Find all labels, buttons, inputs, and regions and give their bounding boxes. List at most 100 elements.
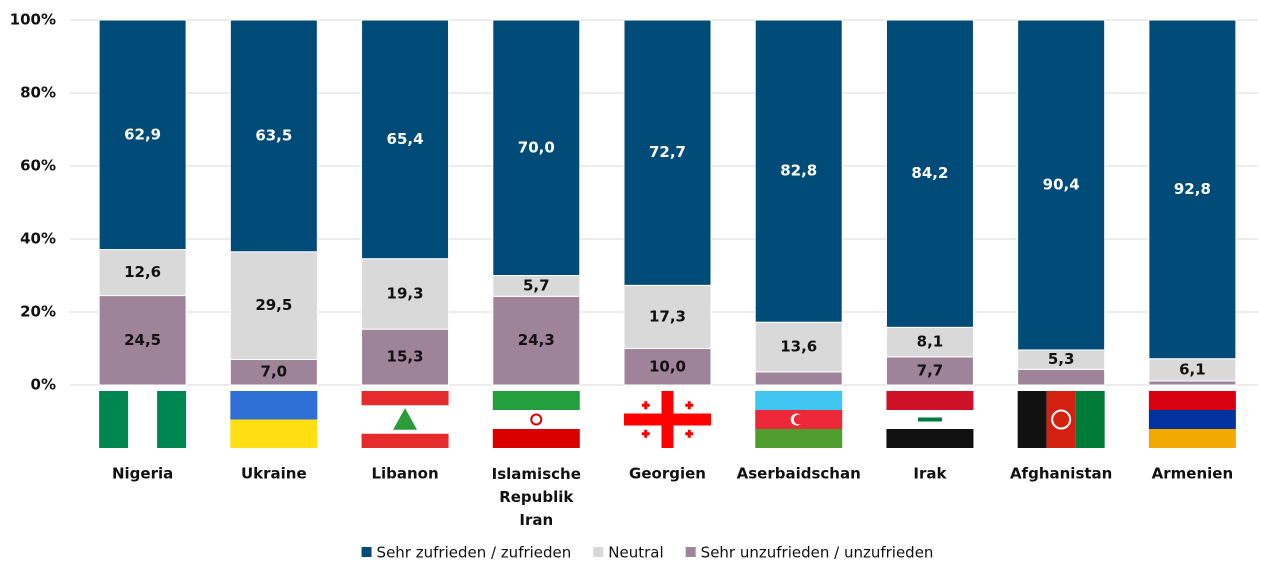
flag (1148, 391, 1236, 448)
bar-segment (1017, 368, 1106, 386)
data-label: 12,6 (124, 263, 161, 281)
flag-part (687, 429, 691, 438)
bar-segment (1017, 19, 1106, 351)
flag (230, 391, 318, 448)
x-tick-label: Afghanistan (1010, 465, 1112, 483)
bar-segment (492, 295, 581, 386)
legend-label: Sehr zufrieden / zufrieden (377, 544, 572, 562)
data-label: 17,3 (649, 307, 686, 325)
x-tick-label: Irak (913, 465, 947, 483)
data-label: 92,8 (1174, 180, 1211, 198)
flag-part (755, 429, 843, 448)
flag-part (230, 391, 318, 420)
flag-part (361, 391, 449, 406)
x-tick-label: Aserbaidschan (737, 465, 861, 483)
flag (886, 391, 974, 448)
legend: Sehr zufrieden / zufrieden Neutral Sehr un… (361, 544, 934, 562)
data-label: 6,1 (1179, 360, 1206, 378)
flag-part (644, 429, 648, 438)
flag-part (230, 419, 318, 448)
flag-part (687, 401, 691, 410)
flag-part (1046, 391, 1076, 448)
bar-segment (229, 19, 318, 253)
data-label: 70,0 (518, 138, 555, 156)
bar-segment (885, 326, 974, 358)
x-tick-label: Libanon (371, 465, 438, 483)
data-label: 62,9 (124, 125, 161, 143)
data-label: 90,4 (1043, 175, 1080, 193)
flag (361, 391, 449, 448)
bar-segment (98, 249, 187, 297)
data-label: 10,0 (649, 357, 686, 375)
flag-part (886, 429, 974, 448)
flag (99, 391, 187, 448)
bar-segment (229, 358, 318, 386)
data-label: 13,6 (780, 338, 817, 356)
bar-segment (754, 371, 843, 386)
bar-segment (623, 19, 712, 286)
y-tick-label: 80% (20, 84, 56, 102)
flag-part (917, 417, 942, 422)
flag-emblem (530, 413, 543, 426)
flag-part (1017, 391, 1047, 448)
y-tick-label: 60% (20, 157, 56, 175)
data-label: 29,5 (255, 296, 292, 314)
data-label: 65,4 (387, 130, 424, 148)
bar-segment (623, 284, 712, 350)
data-label: 24,5 (124, 331, 161, 349)
flag (755, 391, 843, 448)
flag-part (755, 391, 843, 410)
data-label: 5,7 (523, 276, 550, 294)
data-label: 63,5 (255, 126, 292, 144)
y-tick-label: 20% (20, 303, 56, 321)
y-tick-label: 100% (10, 11, 56, 29)
flag-part (1148, 429, 1236, 448)
bar-segment (754, 321, 843, 373)
data-label: 5,3 (1048, 350, 1075, 368)
data-label: 7,0 (261, 363, 288, 381)
data-label: 19,3 (387, 284, 424, 302)
flag (1017, 391, 1105, 448)
bar-segment (98, 295, 187, 386)
flag (492, 391, 580, 448)
legend-swatch (361, 547, 372, 557)
legend-label: Sehr unzufrieden / unzufrieden (701, 544, 934, 562)
flag-part (492, 429, 580, 448)
flag-part (492, 391, 580, 410)
data-label: 8,1 (917, 333, 944, 351)
flag-part (361, 433, 449, 448)
flag-part (1148, 391, 1236, 410)
bar-segment (98, 19, 187, 251)
flag-emblem (393, 408, 418, 430)
data-label: 82,8 (780, 162, 817, 180)
bar-segment (1148, 19, 1237, 360)
flag-part (886, 391, 974, 410)
flag-part (157, 391, 187, 448)
data-label: 15,3 (387, 348, 424, 366)
flag-part (1148, 410, 1236, 429)
data-label: 7,7 (917, 361, 944, 379)
y-tick-label: 0% (31, 376, 56, 394)
x-tick-label: Nigeria (112, 465, 173, 483)
x-tick-label: Ukraine (241, 465, 307, 483)
legend-label: Neutral (608, 544, 663, 562)
bar-segment (885, 19, 974, 328)
bar-segment (361, 258, 450, 330)
legend-swatch (593, 547, 604, 557)
bar-segment (623, 348, 712, 386)
data-label: 84,2 (911, 164, 948, 182)
bar-segment (754, 19, 843, 323)
bar-segment (361, 19, 450, 260)
flag-part (1075, 391, 1105, 448)
bar-segment (1148, 380, 1237, 386)
flag-emblem (793, 414, 804, 425)
x-tick-label: Georgien (629, 465, 706, 483)
x-tick-label: Armenien (1152, 465, 1233, 483)
flag (624, 391, 711, 448)
flag-part (99, 391, 129, 448)
y-tick-label: 40% (20, 230, 56, 248)
bar-segment (229, 251, 318, 360)
x-tick-label: Islamische Republik Iran (492, 465, 581, 529)
legend-swatch (685, 547, 696, 557)
